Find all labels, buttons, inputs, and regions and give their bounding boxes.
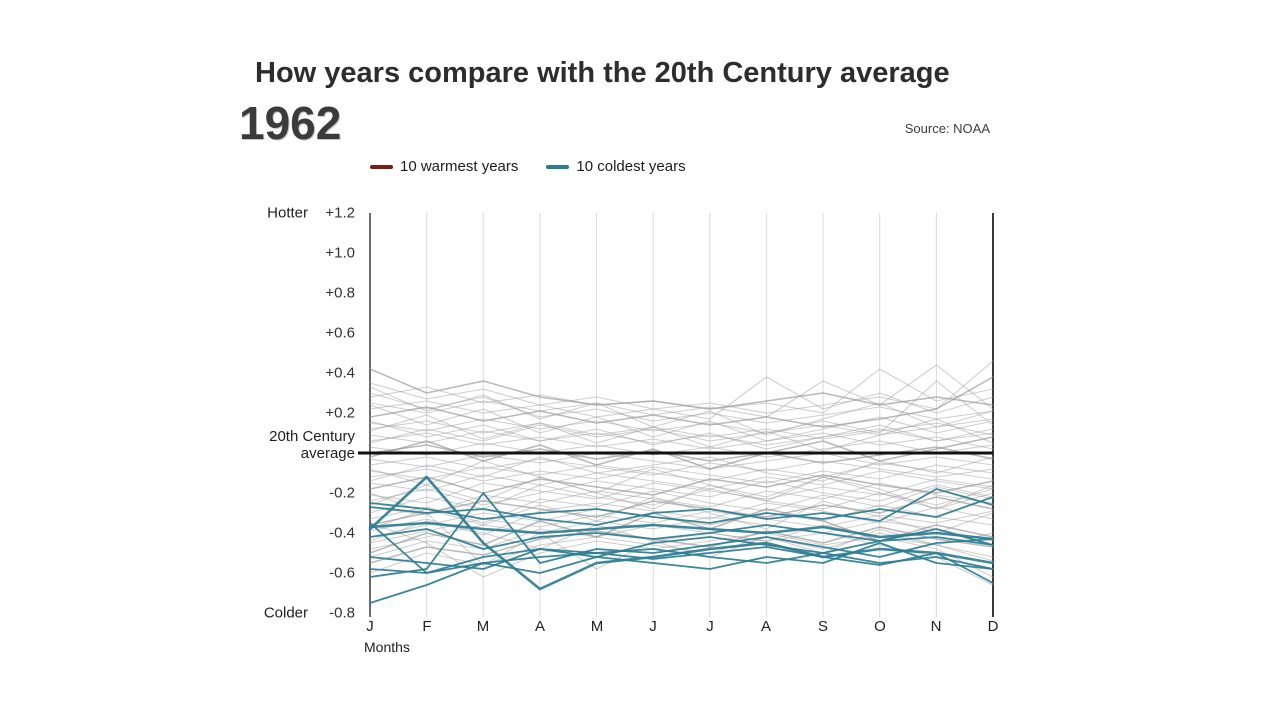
year-line-other — [369, 418, 994, 436]
month-label: N — [930, 618, 942, 635]
month-label: O — [874, 618, 886, 635]
month-label: A — [534, 618, 545, 635]
year-line-other — [369, 364, 994, 418]
x-axis-caption: Months — [364, 639, 410, 655]
year-line-other — [369, 368, 994, 414]
year-line-other — [369, 386, 994, 436]
year-line-other — [369, 456, 994, 478]
legend-label-warmest: 10 warmest years — [400, 158, 519, 175]
y-tick: +1.0 — [325, 244, 355, 262]
year-line-other — [369, 460, 994, 510]
year-line-other — [369, 440, 994, 458]
year-line-other — [369, 432, 994, 450]
page-title: How years compare with the 20th Century … — [255, 57, 950, 89]
year-line-other — [369, 376, 994, 420]
year-line-coldest — [369, 546, 994, 584]
year-line-other — [369, 436, 994, 470]
year-line-coldest — [368, 475, 995, 591]
year-line-other — [369, 392, 994, 424]
y-tick: +0.8 — [325, 284, 355, 302]
year-line-coldest — [369, 496, 994, 524]
y-tick: -0.8 — [329, 604, 355, 622]
y-tick: +0.2 — [325, 404, 355, 422]
legend-item-coldest: 10 coldest years — [546, 158, 686, 175]
year-line-other — [369, 368, 994, 410]
year-line-coldest — [369, 488, 994, 526]
year-line-coldest — [369, 492, 994, 578]
year-line-other — [369, 470, 994, 492]
baseline-label-line1: 20th Century — [269, 428, 355, 445]
year-line-coldest — [369, 524, 994, 550]
year-line-coldest — [368, 521, 995, 541]
legend-item-warmest: 10 warmest years — [370, 158, 518, 175]
month-label: M — [590, 618, 604, 635]
coldest-line-swatch — [546, 164, 570, 169]
y-tick: -0.6 — [329, 564, 355, 582]
legend: 10 warmest years 10 coldest years — [370, 158, 686, 175]
year-line-other — [369, 456, 994, 482]
month-label: A — [760, 618, 771, 635]
month-label: S — [817, 618, 828, 635]
month-label: M — [476, 618, 490, 635]
y-tick: -0.2 — [329, 484, 355, 502]
legend-label-coldest: 10 coldest years — [576, 158, 686, 175]
y-tick: +1.2 — [325, 204, 355, 222]
y-tick: +0.6 — [325, 324, 355, 342]
year-line-other — [369, 404, 994, 442]
year-line-other — [369, 526, 994, 564]
month-label: J — [706, 618, 714, 635]
year-line-other — [369, 420, 994, 450]
warmest-line-swatch — [370, 164, 393, 169]
axis-word-hotter: Hotter — [267, 204, 308, 222]
month-label: J — [366, 618, 374, 635]
year-line-other — [369, 476, 994, 510]
month-label: J — [649, 618, 657, 635]
axis-word-colder: Colder — [263, 604, 308, 622]
year-line-other — [369, 464, 994, 484]
year-line-coldest — [369, 536, 994, 604]
month-label: F — [422, 618, 432, 635]
baseline-label-line2: average — [300, 445, 355, 462]
year-line-other — [369, 414, 994, 452]
current-year-counter: 1962 — [239, 97, 342, 149]
month-label: D — [987, 618, 999, 635]
year-line-other — [369, 380, 994, 444]
year-line-other — [369, 376, 994, 428]
y-tick: +0.4 — [325, 364, 355, 382]
y-tick: -0.4 — [329, 524, 355, 542]
year-line-coldest — [369, 522, 994, 574]
source-credit: Source: NOAA — [904, 121, 990, 136]
year-line-other — [369, 420, 994, 440]
year-line-other — [369, 496, 994, 534]
baseline-label: 20th Century average — [205, 428, 355, 462]
